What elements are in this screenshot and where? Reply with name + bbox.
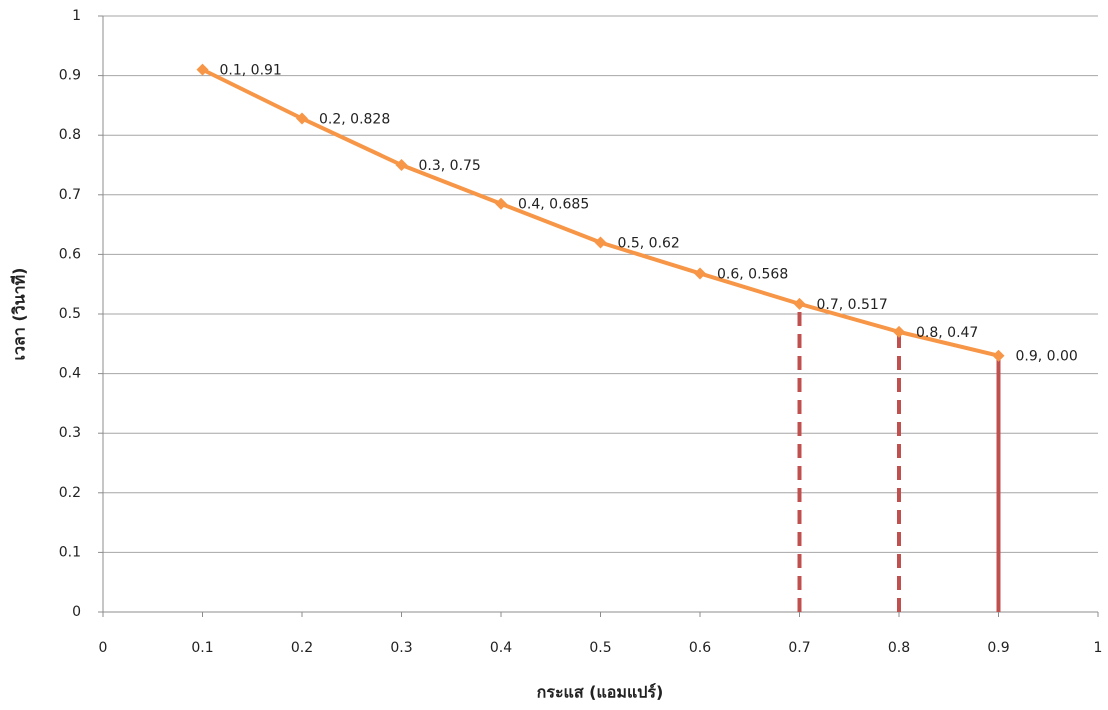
marker [396, 159, 408, 171]
y-tick-label: 0.8 [59, 127, 81, 143]
data-label: 0.2, 0.828 [319, 112, 390, 128]
x-tick-label: 0.8 [888, 640, 910, 656]
x-tick-label: 0.2 [291, 640, 313, 656]
x-tick-label: 1 [1094, 640, 1103, 656]
x-tick-label: 0.6 [689, 640, 711, 656]
y-tick-label: 0.7 [59, 187, 81, 203]
y-tick-label: 0.9 [59, 68, 81, 84]
x-tick-label: 0 [99, 640, 108, 656]
y-axis-title: เวลา (วินาที) [10, 268, 29, 361]
data-label: 0.7, 0.517 [817, 297, 888, 313]
data-label: 0.9, 0.00 [1016, 349, 1078, 365]
x-tick-label: 0.5 [589, 640, 611, 656]
y-tick-label: 0.2 [59, 485, 81, 501]
y-tick-label: 0.6 [59, 246, 81, 262]
marker [794, 298, 806, 310]
data-label: 0.8, 0.47 [916, 325, 978, 341]
y-tick-label: 0.1 [59, 544, 81, 560]
chart: กระแส (แอมแปร์) เวลา (วินาที) 0 0.1 0.2 0.3… [0, 0, 1108, 710]
marker [495, 198, 507, 210]
y-tick-label: 0.5 [59, 306, 81, 322]
y-tick-label: 0 [72, 604, 81, 620]
marker [694, 267, 706, 279]
y-tick-label: 0.3 [59, 425, 81, 441]
marker [893, 326, 905, 338]
x-tick-label: 0.3 [390, 640, 412, 656]
x-axis-title: กระแส (แอมแปร์) [537, 683, 664, 702]
x-tick-label: 0.9 [987, 640, 1009, 656]
x-tick-label: 0.7 [788, 640, 810, 656]
data-label: 0.4, 0.685 [518, 197, 589, 213]
data-label: 0.1, 0.91 [220, 63, 282, 79]
marker [595, 236, 607, 248]
y-tick-label: 0.4 [59, 366, 81, 382]
x-tick-label: 0.1 [191, 640, 213, 656]
x-tick-label: 0.4 [490, 640, 512, 656]
data-label: 0.6, 0.568 [717, 266, 788, 282]
marker [993, 350, 1005, 362]
y-tick-label: 1 [72, 8, 81, 24]
data-label: 0.3, 0.75 [419, 158, 481, 174]
data-label: 0.5, 0.62 [618, 235, 680, 251]
